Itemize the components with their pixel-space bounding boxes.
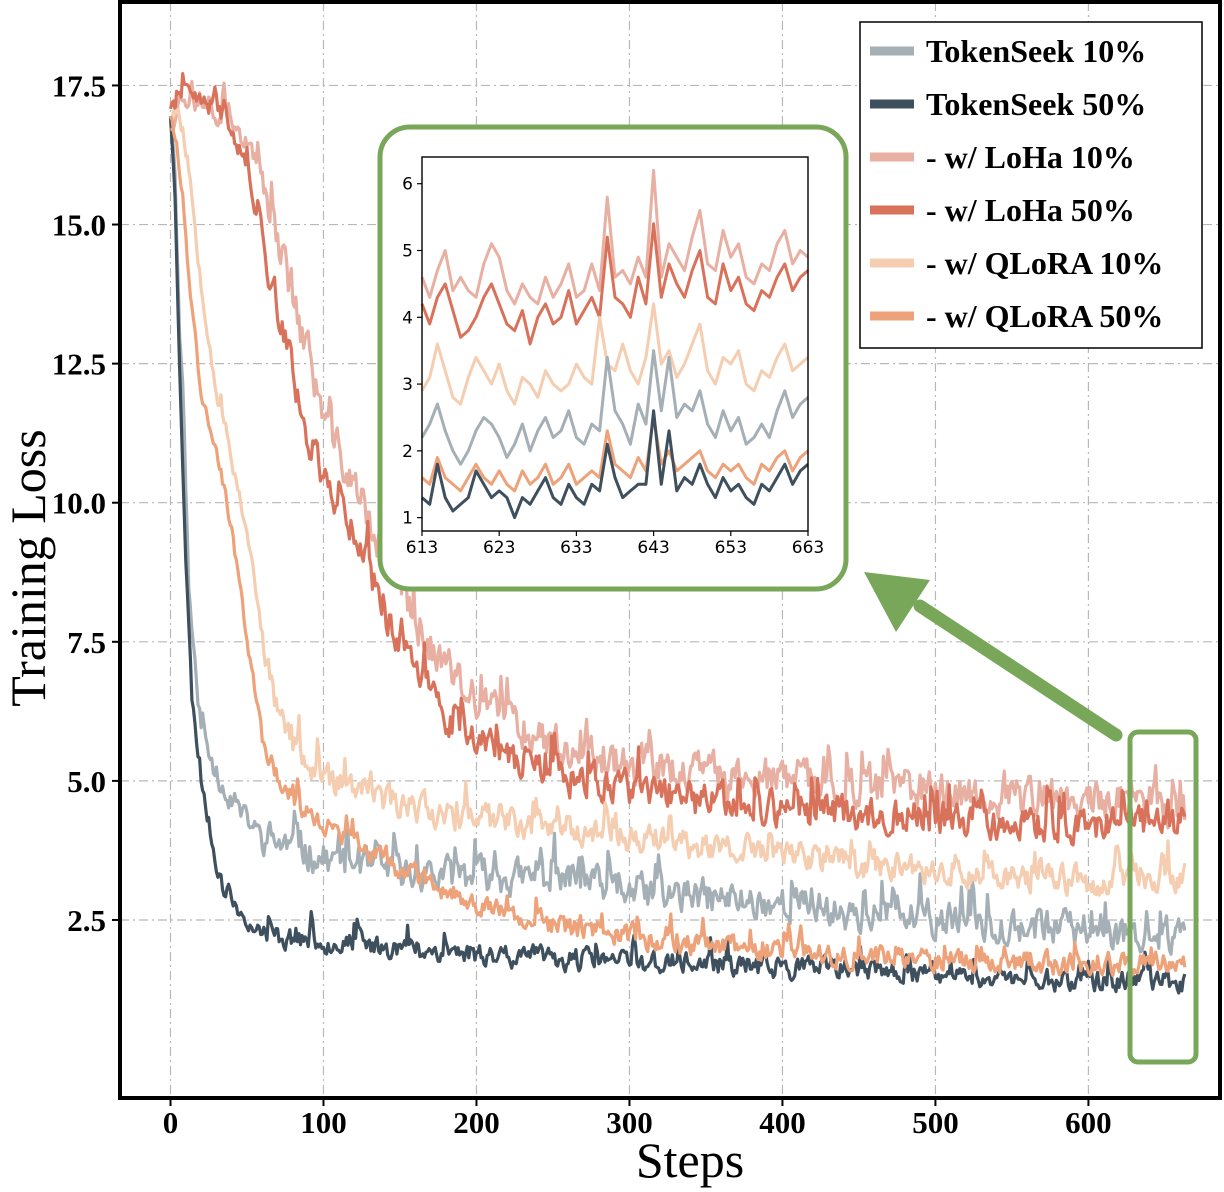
series-line <box>169 115 1187 978</box>
x-tick-label: 100 <box>300 1105 347 1140</box>
axis-ticks: 0 100 200 300 400 500 600 2.5 5.0 7.5 10.0 12.5 15.0… <box>52 68 1112 1140</box>
y-tick-label: 12.5 <box>52 347 106 382</box>
series-line <box>168 72 1187 847</box>
x-tick-label: 500 <box>912 1105 959 1140</box>
zoom-arrow <box>864 572 1123 742</box>
y-axis-title: Training Loss <box>0 429 56 706</box>
inset-y-tick-label: 2 <box>402 442 413 462</box>
series-line <box>168 117 1187 956</box>
y-tick-label: 17.5 <box>52 68 106 103</box>
inset-axis-ticks: 613 623 633 643 653 663 1 2 3 4 5 6 <box>402 175 824 558</box>
inset-x-tick-label: 633 <box>560 538 592 558</box>
x-tick-label: 600 <box>1065 1105 1112 1140</box>
legend-label: TokenSeek 50% <box>926 86 1146 122</box>
legend-label: - w/ LoHa 50% <box>926 192 1135 228</box>
inset-y-tick-label: 1 <box>402 509 413 529</box>
inset-series-line <box>420 349 809 466</box>
zoom-arrow-head <box>864 572 930 632</box>
inset-x-tick-label: 613 <box>406 538 438 558</box>
inset-series-lines <box>420 168 809 520</box>
inset-series-line <box>421 409 809 520</box>
zoom-region-highlight <box>1127 729 1199 1065</box>
inset-x-tick-label: 663 <box>792 538 824 558</box>
inset-x-tick-label: 643 <box>637 538 669 558</box>
inset-y-tick-label: 5 <box>402 242 413 262</box>
plot-frame <box>118 0 1222 1100</box>
y-tick-label: 2.5 <box>67 903 106 938</box>
inset-y-tick-label: 4 <box>402 308 413 328</box>
x-tick-label: 0 <box>163 1105 179 1140</box>
series-lines <box>168 72 1187 995</box>
legend-label: - w/ LoHa 10% <box>926 139 1135 175</box>
series-line <box>168 116 1187 995</box>
inset-series-line <box>420 222 809 346</box>
inset-x-tick-label: 653 <box>715 538 747 558</box>
legend-label: TokenSeek 10% <box>926 33 1146 69</box>
inset-frame <box>421 156 809 532</box>
inset-x-tick-label: 623 <box>483 538 515 558</box>
y-tick-label: 5.0 <box>67 764 106 799</box>
x-tick-label: 200 <box>453 1105 500 1140</box>
inset-y-tick-label: 3 <box>402 375 413 395</box>
y-tick-label: 15.0 <box>52 208 106 243</box>
inset-series-line <box>420 168 809 306</box>
inset-panel: 613 623 633 643 653 663 1 2 3 4 5 6 <box>377 124 849 592</box>
x-tick-label: 400 <box>759 1105 806 1140</box>
inset-series-line <box>421 416 809 493</box>
legend: TokenSeek 10% TokenSeek 50% - w/ LoHa 10% -… <box>859 21 1203 349</box>
inset-series-line <box>420 302 809 406</box>
legend-label: - w/ QLoRA 50% <box>926 298 1163 334</box>
legend-label: - w/ QLoRA 10% <box>926 245 1163 281</box>
legend-box <box>859 21 1203 349</box>
y-tick-label: 10.0 <box>52 486 106 521</box>
y-tick-label: 7.5 <box>67 625 106 660</box>
x-axis-title: Steps <box>636 1132 744 1188</box>
series-line <box>169 107 1187 897</box>
inset-y-tick-label: 6 <box>402 175 413 195</box>
x-tick-label: 300 <box>606 1105 653 1140</box>
